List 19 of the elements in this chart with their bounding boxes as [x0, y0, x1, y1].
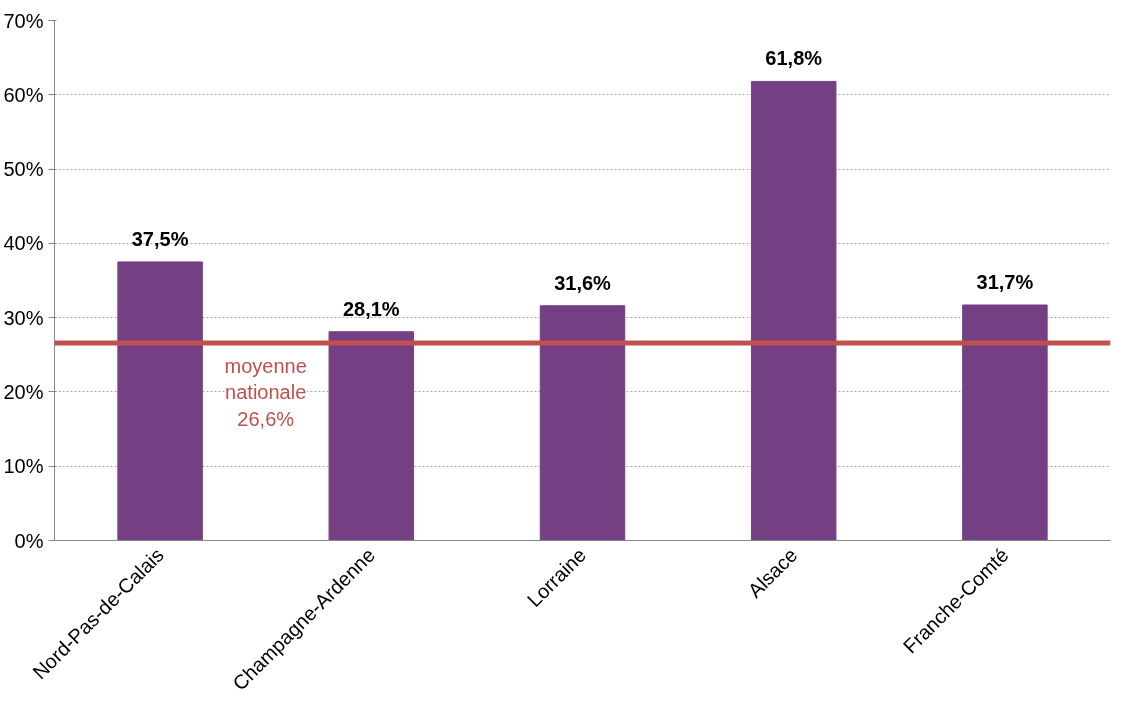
bar — [328, 331, 415, 541]
data-label: 31,7% — [976, 271, 1034, 294]
bar — [539, 305, 626, 541]
bar — [117, 261, 203, 541]
ref-line-label: moyenne nationale 26,6% — [224, 354, 307, 430]
y-tick-label: 10% — [3, 455, 44, 478]
bar — [962, 304, 1048, 541]
data-label: 28,1% — [342, 297, 400, 320]
data-label: 31,6% — [554, 271, 612, 294]
data-label: 37,5% — [131, 227, 189, 250]
y-tick-label: 60% — [3, 83, 44, 106]
data-label: 61,8% — [765, 47, 823, 70]
y-tick-label: 30% — [3, 306, 44, 329]
y-tick-label: 40% — [3, 232, 44, 255]
y-tick-label: 20% — [3, 380, 44, 403]
y-tick-label: 70% — [3, 9, 44, 32]
y-tick-label: 0% — [14, 529, 44, 552]
bar — [750, 80, 837, 541]
y-tick-label: 50% — [3, 158, 44, 181]
